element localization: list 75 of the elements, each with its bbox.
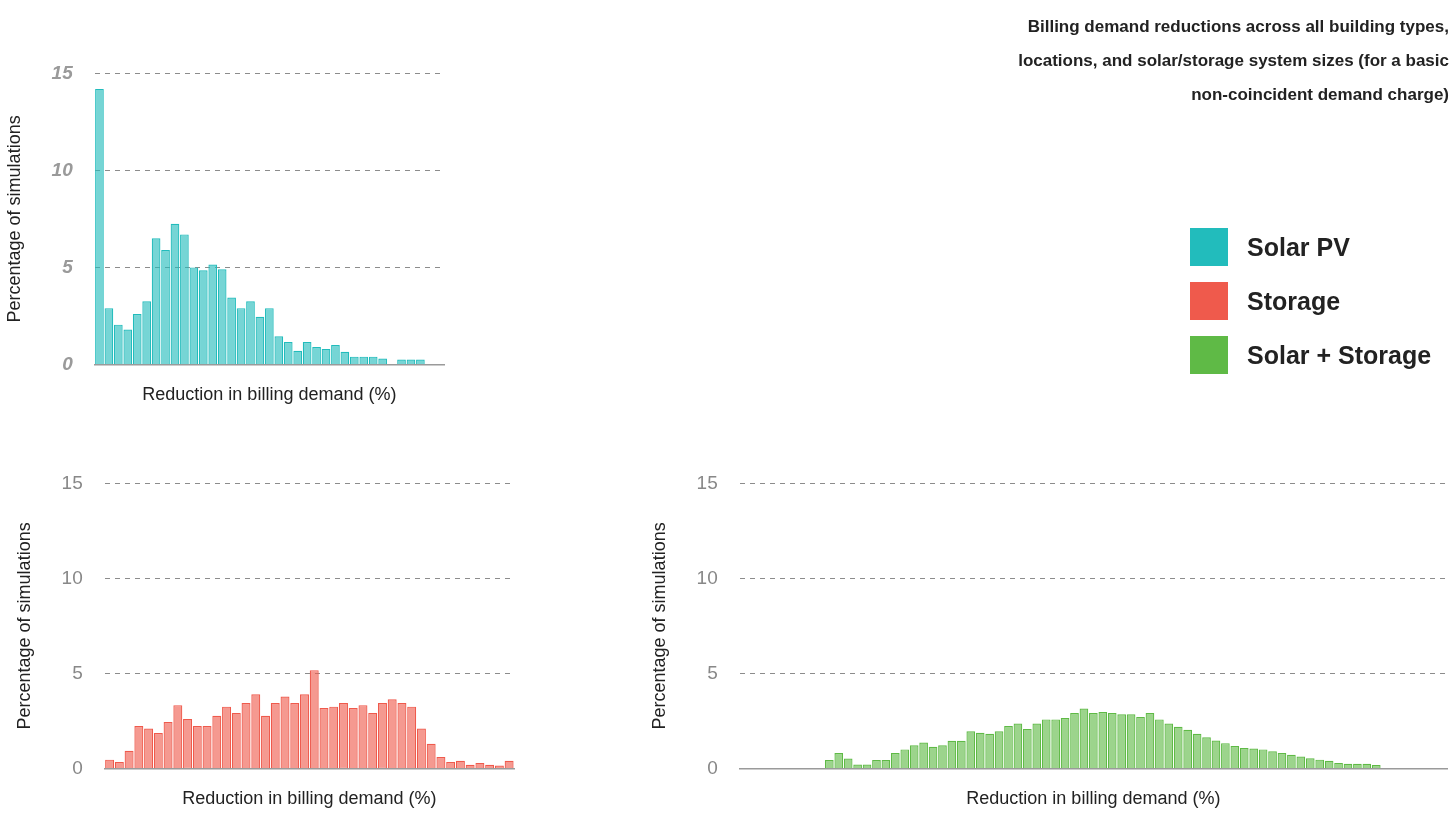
bar	[853, 764, 862, 768]
bar	[312, 346, 321, 364]
bar	[300, 694, 309, 768]
bar	[309, 670, 319, 768]
bar	[134, 726, 144, 768]
bar	[947, 740, 957, 768]
bar	[1155, 719, 1164, 768]
y-tick-label: 15	[696, 471, 718, 493]
bar	[957, 740, 966, 768]
bar	[251, 694, 261, 768]
x-axis-title: Reduction in billing demand (%)	[182, 788, 437, 809]
bar	[151, 238, 161, 364]
bar	[1089, 713, 1098, 768]
y-tick-label: 5	[707, 661, 718, 683]
bar	[1145, 713, 1155, 768]
bar	[241, 703, 251, 768]
bar	[1023, 728, 1032, 768]
bar	[1070, 713, 1079, 768]
x-axis-title: Reduction in billing demand (%)	[966, 788, 1221, 809]
bar	[161, 249, 170, 364]
y-tick-label: 10	[51, 158, 74, 180]
bar	[1051, 719, 1060, 768]
bar	[1013, 723, 1023, 768]
bar	[227, 297, 236, 364]
bar	[1060, 718, 1070, 768]
bar	[406, 359, 416, 364]
legend-label: Solar PV	[1247, 232, 1350, 262]
bar	[862, 764, 872, 768]
y-tick-label: 5	[62, 255, 74, 277]
bar	[1277, 753, 1287, 768]
bar	[1353, 763, 1362, 768]
y-tick-label: 0	[72, 756, 83, 778]
y-axis-title: Percentage of simulations	[13, 522, 34, 730]
x-axis-title: Reduction in billing demand (%)	[142, 384, 397, 405]
bar	[994, 731, 1004, 768]
bar	[280, 696, 290, 768]
bar	[359, 706, 367, 768]
bar	[236, 308, 246, 364]
y-tick-label: 10	[696, 566, 718, 588]
bar	[985, 733, 994, 768]
legend-label: Solar + Storage	[1247, 340, 1432, 370]
chart-title: Billing demand reductions across all building types, locations, and solar/storage system sizes (for a basic non-coincident demand charge)	[1017, 16, 1449, 106]
y-tick-label: 15	[51, 61, 74, 83]
bar	[928, 746, 938, 768]
y-tick-label: 5	[72, 661, 83, 683]
bar	[426, 743, 436, 768]
y-axis-title: Percentage of simulations	[3, 115, 24, 323]
y-tick-label: 15	[61, 471, 83, 493]
bar	[1343, 763, 1353, 768]
y-tick-label: 0	[62, 352, 74, 374]
bar	[1004, 726, 1013, 768]
bar	[212, 715, 222, 768]
bar	[1117, 714, 1126, 768]
bar	[1079, 708, 1089, 768]
bar	[163, 722, 173, 768]
bar	[290, 703, 300, 768]
y-tick-label: 10	[61, 566, 83, 588]
y-axis-title: Percentage of simulations	[648, 522, 669, 730]
bar	[124, 750, 134, 768]
bar	[319, 707, 329, 768]
bar	[331, 345, 340, 364]
bar	[397, 703, 407, 768]
bar	[321, 348, 331, 364]
bar	[1136, 716, 1145, 768]
bar	[1334, 762, 1343, 768]
legend-label: Storage	[1247, 286, 1341, 316]
bar	[142, 301, 151, 364]
y-tick-label: 0	[707, 756, 718, 778]
bar	[270, 703, 280, 768]
bar	[202, 726, 212, 768]
bar	[261, 715, 270, 768]
bar	[1126, 714, 1136, 768]
bar	[919, 742, 928, 768]
bar	[170, 223, 180, 364]
bar	[475, 762, 485, 768]
